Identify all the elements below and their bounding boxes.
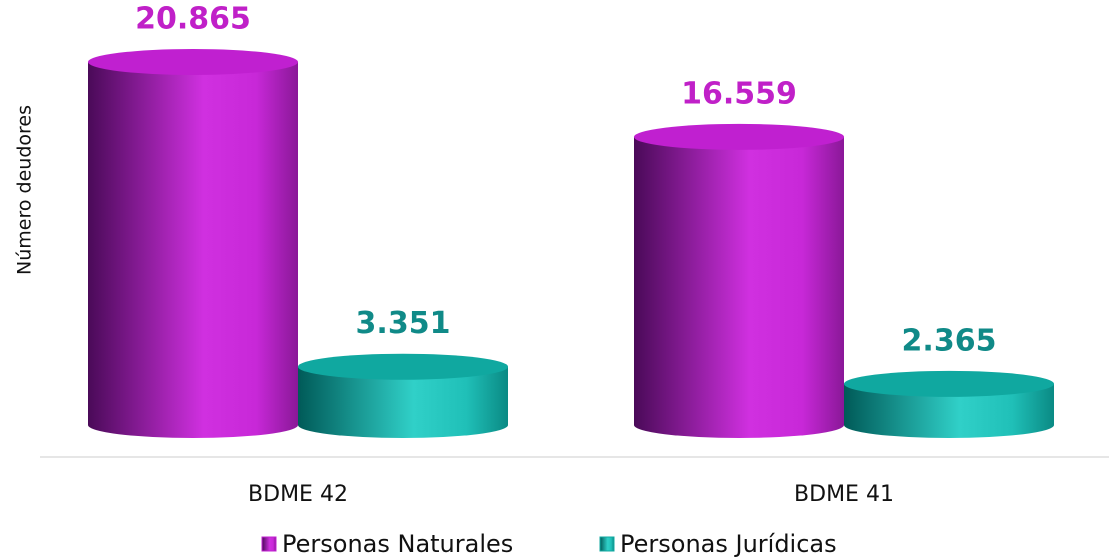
x-tick-label: BDME 41 — [794, 482, 894, 507]
value-label: 3.351 — [356, 306, 451, 341]
bar — [844, 370, 1054, 438]
bar-body — [634, 136, 844, 425]
value-label: 20.865 — [135, 2, 251, 37]
value-label: 2.365 — [902, 323, 997, 358]
bar — [88, 49, 298, 438]
bar — [298, 353, 508, 438]
value-label: 16.559 — [681, 76, 797, 111]
bar-top — [844, 370, 1054, 397]
bar-top — [88, 49, 298, 75]
bar-top — [634, 123, 844, 150]
legend-swatch — [261, 536, 277, 552]
x-tick-label: BDME 42 — [248, 482, 348, 507]
y-axis-label: Número deudores — [14, 105, 36, 275]
bar — [634, 123, 844, 438]
legend-label: Personas Naturales — [282, 530, 513, 558]
legend-swatch — [599, 536, 615, 552]
bar-top — [298, 353, 508, 380]
legend-label: Personas Jurídicas — [620, 530, 837, 558]
bar-body — [88, 62, 298, 425]
